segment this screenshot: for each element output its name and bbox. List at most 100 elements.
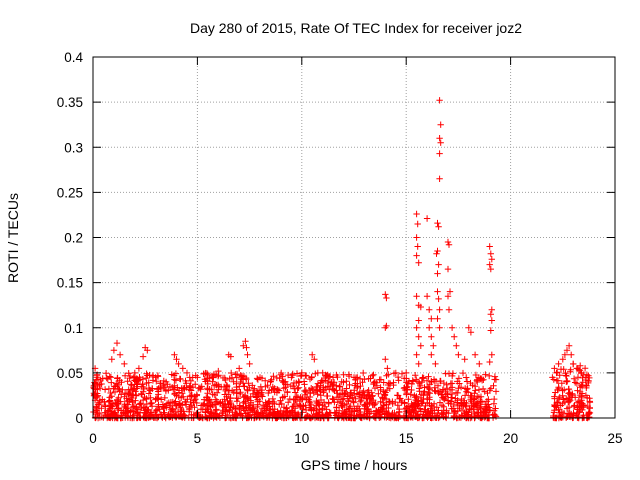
background-point [162, 386, 170, 394]
background-point [394, 373, 402, 381]
background-point [432, 388, 439, 395]
background-point [222, 408, 230, 415]
data-point [144, 347, 151, 354]
background-point [376, 376, 383, 383]
background-point [98, 413, 105, 421]
background-point [463, 378, 471, 385]
background-point [223, 383, 230, 391]
background-point [249, 390, 257, 397]
background-point [105, 385, 113, 393]
data-point [413, 210, 420, 218]
background-point [459, 369, 467, 377]
data-point [152, 374, 159, 381]
background-point [405, 403, 412, 410]
background-point [181, 384, 188, 391]
data-point [461, 356, 468, 363]
background-point [141, 404, 148, 411]
data-point [471, 351, 479, 358]
background-point [570, 375, 578, 382]
background-point [403, 391, 410, 398]
background-point [354, 403, 362, 410]
background-point [319, 402, 326, 409]
data-point [451, 333, 458, 340]
background-point [225, 391, 232, 398]
x-tick-label: 15 [399, 431, 414, 446]
background-point [155, 385, 162, 392]
background-point [201, 400, 208, 408]
background-point [228, 401, 235, 409]
background-point [420, 396, 427, 403]
background-point [413, 397, 420, 404]
background-point [155, 394, 162, 402]
background-point [123, 389, 131, 397]
background-point [416, 388, 423, 395]
data-point [423, 293, 431, 300]
data-point [413, 293, 420, 300]
y-tick-label: 0.35 [57, 95, 83, 110]
background-point [269, 383, 276, 391]
data-point [371, 378, 379, 386]
background-point [418, 378, 425, 386]
background-point [109, 400, 117, 407]
background-point [371, 384, 379, 392]
background-point [161, 394, 168, 402]
background-point [168, 371, 175, 378]
data-point [549, 374, 556, 381]
data-point [487, 265, 494, 273]
background-point [153, 378, 160, 385]
background-point [567, 397, 574, 404]
background-point [252, 391, 259, 398]
background-point [123, 395, 130, 402]
background-point [477, 405, 484, 412]
background-point [91, 391, 98, 398]
background-point [574, 406, 581, 413]
background-point [486, 406, 494, 414]
background-point [576, 409, 583, 416]
background-point [579, 379, 586, 386]
background-point [331, 409, 338, 416]
background-point [245, 414, 253, 421]
background-point [209, 391, 216, 398]
background-point [152, 407, 159, 415]
background-point [249, 407, 256, 415]
background-point [339, 402, 346, 409]
background-point [336, 383, 343, 390]
background-point [115, 406, 122, 414]
background-point [314, 391, 321, 398]
data-point [487, 327, 494, 334]
background-point [266, 387, 273, 394]
background-point [156, 384, 164, 391]
background-point [212, 396, 219, 403]
background-point [362, 401, 370, 408]
background-point [96, 399, 103, 406]
background-point [359, 389, 366, 397]
background-point [101, 409, 108, 416]
data-point [194, 374, 201, 381]
background-point [221, 374, 228, 382]
background-point [140, 383, 147, 391]
background-point [236, 406, 243, 413]
background-point [455, 385, 462, 392]
background-point [440, 386, 447, 393]
background-point [448, 386, 456, 394]
background-point [301, 391, 309, 399]
background-point [175, 401, 183, 408]
background-point [345, 413, 353, 420]
grid-layer [93, 57, 615, 418]
data-point [561, 351, 569, 358]
background-point [410, 401, 418, 408]
background-point [560, 366, 567, 373]
background-point [486, 372, 493, 380]
data-point [242, 338, 249, 345]
background-point [299, 395, 306, 402]
background-point [561, 386, 568, 393]
background-point [186, 383, 193, 390]
background-point [559, 400, 566, 407]
background-point [193, 399, 200, 407]
background-point [439, 391, 446, 398]
data-point [435, 261, 442, 268]
background-point [96, 385, 104, 392]
data-point [453, 342, 460, 349]
background-point [169, 406, 177, 413]
background-point [293, 400, 301, 408]
